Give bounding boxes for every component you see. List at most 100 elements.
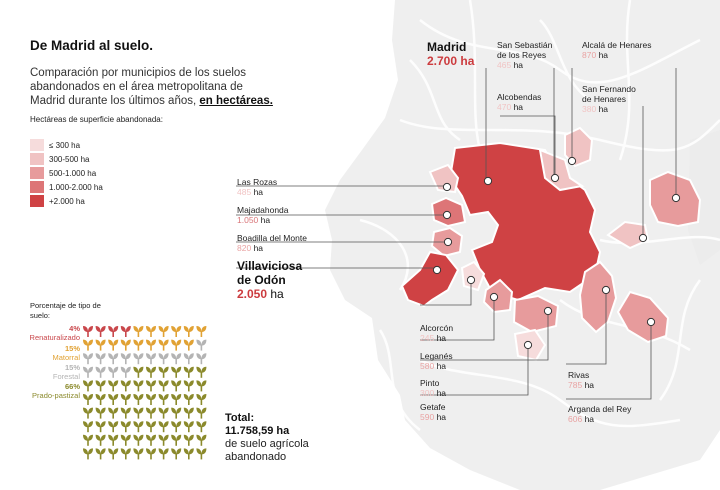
- label-leganes: Leganés 580 ha: [420, 351, 453, 371]
- shape-villaviciosa[interactable]: [400, 250, 460, 308]
- sprout-icon: [183, 394, 194, 405]
- shape-alcorcon[interactable]: [460, 260, 486, 292]
- region-background-right: [688, 130, 720, 265]
- legend-item: +2.000 ha: [30, 195, 85, 207]
- label-name: San Sebastián: [497, 40, 553, 50]
- soil-label-forestal: 15% Forestal: [10, 363, 80, 381]
- sprout-icon: [183, 326, 194, 337]
- dot-lasrozas: [442, 182, 452, 192]
- sprout-icon: [196, 366, 207, 378]
- sprout-icon: [108, 353, 119, 365]
- soil-name: Renaturalizado: [29, 333, 80, 342]
- sprout-icon: [183, 407, 194, 419]
- sprout-icon: [95, 380, 106, 392]
- legend-label: 300-500 ha: [49, 154, 90, 164]
- label-unit: ha: [584, 380, 595, 390]
- shape-lasrozas[interactable]: [428, 163, 460, 194]
- sprout-icon: [83, 339, 93, 351]
- sprout-icon: [108, 326, 119, 337]
- soil-name: Prado-pastizal: [32, 391, 80, 400]
- dot-leganes: [489, 292, 499, 302]
- sprout-icon: [83, 434, 93, 446]
- label-unit: ha: [436, 412, 447, 422]
- sprout-icon: [171, 380, 182, 392]
- soil-label-prado: 66% Prado-pastizal: [10, 382, 80, 400]
- label-unit: ha: [584, 414, 595, 424]
- legend-item: 300-500 ha: [30, 153, 89, 165]
- label-madrid: Madrid 2.700 ha: [427, 40, 474, 68]
- label-unit: ha: [436, 388, 447, 398]
- legend-label: 1.000-2.000 ha: [49, 182, 103, 192]
- label-value: 820: [237, 243, 252, 253]
- label-value: 485: [237, 187, 252, 197]
- sprout-icon: [146, 380, 156, 392]
- label-unit: ha: [253, 187, 264, 197]
- soil-pct: 66%: [64, 382, 80, 391]
- dot-boadilla: [443, 237, 453, 247]
- sprout-icon: [133, 448, 144, 460]
- sprout-icon: [108, 421, 119, 433]
- shape-getafe[interactable]: [512, 294, 560, 334]
- sprout-pictogram: [83, 326, 207, 460]
- page-subtitle: Comparación por municipios de los suelos…: [30, 66, 275, 108]
- sprout-icon: [158, 421, 169, 433]
- sprout-icon: [133, 339, 144, 351]
- sprout-icon: [171, 434, 182, 446]
- legend-title: Hectáreas de superficie abandonada:: [30, 115, 163, 124]
- label-unit: ha: [460, 54, 475, 68]
- label-rivas: Rivas 785 ha: [568, 370, 594, 390]
- label-value: 380: [582, 104, 597, 114]
- sprout-icon: [108, 394, 119, 405]
- label-value: 606: [568, 414, 583, 424]
- shape-leganes[interactable]: [482, 278, 514, 314]
- sprout-icon: [133, 407, 144, 419]
- label-alcorcon: Alcorcón 245 ha: [420, 323, 453, 343]
- legend-label: 500-1.000 ha: [49, 168, 97, 178]
- page-title: De Madrid al suelo.: [30, 38, 154, 53]
- sprout-icon: [95, 448, 106, 460]
- subtitle-text: Comparación por municipios de los suelos…: [30, 67, 247, 107]
- label-value: 870: [582, 50, 597, 60]
- sprout-icon: [108, 434, 119, 446]
- label-value: 300: [420, 388, 435, 398]
- dot-madrid: [483, 176, 493, 186]
- dot-pinto: [523, 340, 533, 350]
- label-arganda: Arganda del Rey 606 ha: [568, 404, 631, 424]
- sprout-icon: [95, 407, 106, 419]
- sprout-icon: [133, 380, 144, 392]
- sprout-icon: [83, 380, 93, 392]
- legend-swatch: [30, 139, 44, 151]
- sprout-icon: [108, 339, 119, 351]
- sprout-icon: [120, 380, 131, 392]
- shape-sanfernando[interactable]: [606, 220, 650, 250]
- soil-label-renaturalizado: 4% Renaturalizado: [10, 324, 80, 342]
- sprout-icon: [120, 339, 131, 351]
- shape-rivas[interactable]: [578, 260, 618, 334]
- sprout-icon: [108, 366, 119, 378]
- sprout-icon: [171, 421, 182, 433]
- sprout-icon: [171, 326, 182, 337]
- label-value: 580: [420, 361, 435, 371]
- sprout-icon: [120, 407, 131, 419]
- dot-alcorcon: [466, 275, 476, 285]
- sprout-icon: [146, 421, 156, 433]
- label-unit: ha: [513, 102, 524, 112]
- sprout-icon: [183, 421, 194, 433]
- label-name: Las Rozas: [237, 177, 278, 187]
- sprout-icon: [171, 353, 182, 365]
- label-value: 2.700: [427, 54, 458, 68]
- shape-alcobendas[interactable]: [538, 148, 585, 192]
- sprout-icon: [120, 326, 131, 337]
- sprout-icon: [95, 394, 106, 405]
- sprout-icon: [146, 339, 156, 351]
- sprout-icon: [133, 353, 144, 365]
- dot-sansebastian: [567, 156, 577, 166]
- dot-arganda: [646, 317, 656, 327]
- sprout-icon: [196, 326, 207, 337]
- sprout-icon: [83, 448, 93, 460]
- shape-arganda[interactable]: [616, 290, 670, 344]
- label-name: Alcorcón: [420, 323, 454, 333]
- label-name: San Fernando: [582, 84, 636, 94]
- label-name: Madrid: [427, 40, 467, 54]
